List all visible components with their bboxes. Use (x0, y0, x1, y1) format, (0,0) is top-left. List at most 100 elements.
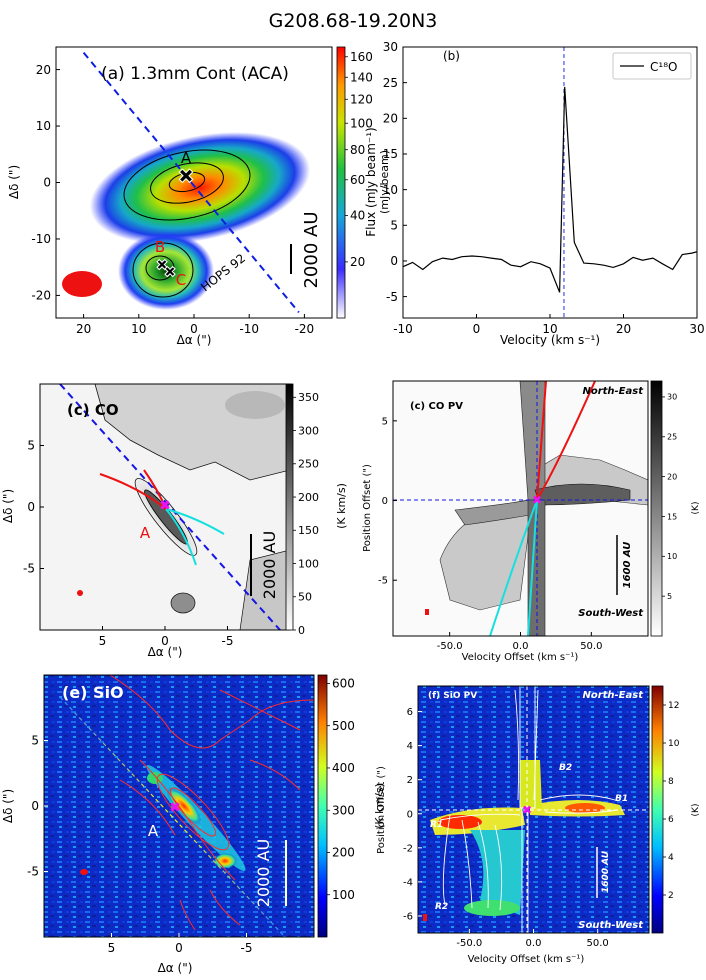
colorbar (336, 46, 346, 319)
y-tick-label: -5 (386, 290, 398, 304)
colorbar-tick-label: 250 (298, 458, 319, 471)
y-tick-label: 30 (383, 40, 398, 54)
colorbar-label: (mJy/beam) (378, 150, 391, 214)
colorbar (317, 674, 328, 938)
y-tick-label: 10 (383, 183, 398, 197)
colorbar-tick-label: 40 (350, 209, 365, 223)
colorbar-tick-label: 200 (332, 846, 355, 860)
colorbar-tick-label: 10 (667, 552, 677, 561)
source-label-a: A (148, 822, 159, 840)
colorbar-tick-label: 25 (667, 433, 677, 442)
jet-knot (213, 853, 237, 869)
colorbar-ticks: 20 40 60 80 100 120 140 160 (345, 50, 373, 269)
y-tick-label: 5 (382, 416, 388, 427)
y-tick-label: 0 (31, 799, 39, 813)
colorbar-tick-label: 350 (298, 391, 319, 404)
resolution-marker (423, 914, 427, 921)
y-tick-label: -5 (378, 576, 388, 587)
colorbar-tick-label: 140 (350, 70, 373, 84)
x-tick-label: 50.0 (580, 641, 602, 652)
co-contours (156, 773, 230, 851)
knot-label-b2: B2 (559, 763, 572, 773)
colorbar-tick-label: 12 (668, 701, 679, 711)
x-tick-label: -50.0 (456, 938, 482, 949)
y-tick-label: -2 (403, 843, 413, 854)
colorbar-tick-label: 2 (668, 891, 674, 901)
scale-bar-label: 2000 AU (254, 839, 273, 907)
x-tick-label: 30 (689, 322, 704, 336)
x-axis-label: Δα (") (177, 333, 212, 347)
y-tick-label: 0 (382, 496, 388, 507)
co-contours (169, 787, 217, 837)
panel-title: (e) SiO (62, 683, 124, 702)
colorbar (650, 380, 663, 637)
colorbar-tick-label: 20 (350, 255, 365, 269)
source-label-b: B (155, 238, 165, 256)
colorbar-tick-label: 60 (350, 173, 365, 187)
colorbar-tick-label: 300 (332, 803, 355, 817)
y-axis-label: Position Offset (") (376, 766, 387, 854)
y-axis-label: Flux (mJy beam⁻¹) (364, 127, 378, 236)
knot-label-r1: R1 (430, 820, 443, 830)
model-curve-red (536, 381, 547, 501)
contour (168, 171, 206, 193)
source-marker: ✖ (169, 800, 181, 816)
y-tick-label: 4 (407, 741, 413, 752)
contour (123, 149, 251, 221)
y-tick-label: 0 (407, 809, 413, 820)
extended-emission (225, 391, 285, 419)
y-tick-label: 25 (383, 76, 398, 90)
colorbar-ticks: 100 200 300 400 500 600 (327, 677, 355, 902)
y-tick-label: -10 (31, 232, 51, 246)
y-tick-label: 5 (31, 734, 39, 748)
scale-bar-label: 2000 AU (260, 531, 279, 599)
cavity-curve-red (99, 473, 167, 510)
beam-ellipse (80, 869, 88, 875)
pv-emission-r2 (464, 900, 520, 916)
outflow-axis-line (82, 52, 300, 313)
panel-title: (b) (443, 49, 460, 63)
model-curve-cyan (489, 499, 538, 636)
colorbar-tick-label: 500 (332, 719, 355, 733)
x-tick-label: 10 (542, 322, 557, 336)
panel-title: (f) SiO PV (428, 691, 477, 701)
colorbar-tick-label: 15 (667, 512, 677, 521)
y-tick-label: 5 (27, 439, 35, 453)
jet-emission (166, 787, 202, 825)
spectrum-line-c18o (403, 86, 697, 293)
knot-label-r2: R2 (435, 902, 448, 912)
panel-a: (a) 1.3mm Cont (ACA) A B C HOPS 92 ✖ ✖ ✖… (7, 46, 391, 347)
x-tick-label: -5 (222, 634, 234, 648)
x-tick-label: -10 (393, 322, 413, 336)
y-tick-label: 0 (43, 176, 51, 190)
axis-ticks: -50.0 0.0 50.0 6 4 2 0 -2 -4 -6 (403, 707, 609, 949)
colorbar-tick-label: 400 (332, 761, 355, 775)
knot (170, 592, 196, 614)
x-tick-label: 0 (175, 941, 183, 955)
axis-ticks: 5 0 -5 5 0 -5 (23, 439, 233, 648)
colorbar-tick-label: 5 (667, 592, 672, 601)
beam-ellipse (62, 271, 102, 297)
colorbar (285, 383, 294, 631)
contour (132, 242, 194, 298)
axis-ticks: 20 10 0 -10 -20 20 10 0 -10 -20 (31, 63, 314, 336)
source-b-marker: ✖ (156, 256, 169, 274)
x-axis-label: Δα (") (148, 645, 183, 659)
panel-f: (f) SiO PV North-East South-West B1 B2 R… (376, 685, 701, 965)
x-tick-label: -10 (239, 322, 259, 336)
pv-emission (470, 830, 525, 915)
panel-e: (e) SiO ✖ A 2000 AU 5 0 -5 5 0 -5 Δα (") Δδ (… (1, 674, 386, 975)
x-tick-label: 0.0 (513, 641, 529, 652)
colorbar-tick-label: 20 (667, 472, 677, 481)
quadrant-label-bottom: South-West (578, 608, 644, 619)
scale-bar-label: 2000 AU (301, 211, 322, 288)
panel-title: (c) CO PV (410, 401, 463, 412)
colorbar-ticks: 0 50 100 150 200 250 300 350 (293, 391, 319, 637)
colorbar-tick-label: 10 (668, 739, 680, 749)
panel-title: (c) CO (67, 401, 119, 419)
y-axis-label: Position Offset (") (362, 464, 373, 552)
axis-ticks: 5 0 -5 5 0 -5 (27, 734, 252, 955)
colorbar-label: (K km/s) (335, 483, 348, 529)
colorbar-tick-label: 200 (298, 491, 319, 504)
resolution-marker (425, 609, 429, 615)
